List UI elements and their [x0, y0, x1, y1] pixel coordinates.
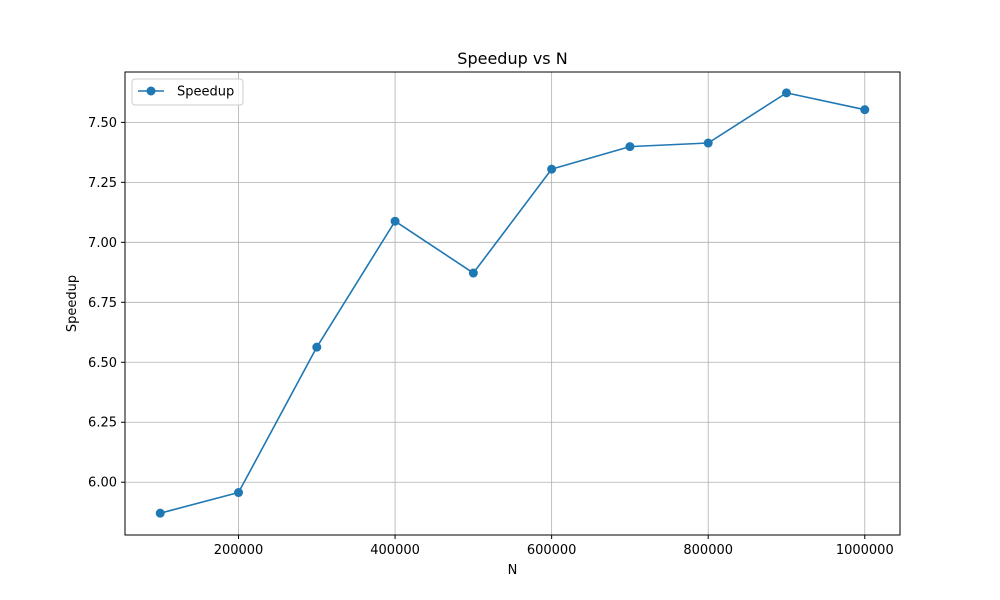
- y-tick-label: 7.00: [88, 236, 117, 251]
- y-tick-label: 7.50: [88, 116, 117, 131]
- data-point-marker: [860, 105, 870, 115]
- y-tick-label: 7.25: [88, 176, 117, 191]
- data-point-marker: [390, 216, 400, 226]
- x-tick-label: 600000: [527, 543, 577, 558]
- x-tick-label: 800000: [683, 543, 733, 558]
- legend-label: Speedup: [177, 85, 234, 100]
- plot-area-frame: [124, 71, 901, 536]
- y-tick-label: 6.25: [88, 416, 117, 431]
- y-tick-label: 6.00: [88, 476, 117, 491]
- y-axis-label: Speedup: [65, 275, 80, 332]
- legend-box: [131, 78, 244, 106]
- data-point-marker: [625, 142, 635, 152]
- series-lines: [160, 92, 865, 514]
- grid-lines: [125, 72, 900, 535]
- x-tick-label: 1000000: [836, 543, 894, 558]
- x-tick-label: 400000: [370, 543, 420, 558]
- data-point-marker: [234, 488, 244, 498]
- y-tick-label: 6.50: [88, 356, 117, 371]
- data-point-marker: [703, 138, 713, 148]
- legend-marker-swatch: [146, 86, 156, 96]
- series-line: [160, 92, 865, 514]
- y-tick-label: 6.75: [88, 296, 117, 311]
- x-axis-label: N: [508, 563, 518, 578]
- data-point-marker: [468, 268, 478, 278]
- data-point-marker: [547, 164, 557, 174]
- x-tick-label: 200000: [214, 543, 264, 558]
- legend: Speedup: [131, 78, 244, 106]
- series-markers: [155, 88, 870, 518]
- data-point-marker: [312, 342, 322, 352]
- chart-title: Speedup vs N: [457, 49, 567, 68]
- axis-ticks: 200000 400000 600000 800000 1000000 6.00 6.25 6…: [88, 116, 894, 558]
- data-point-marker: [155, 508, 165, 518]
- data-point-marker: [781, 88, 791, 98]
